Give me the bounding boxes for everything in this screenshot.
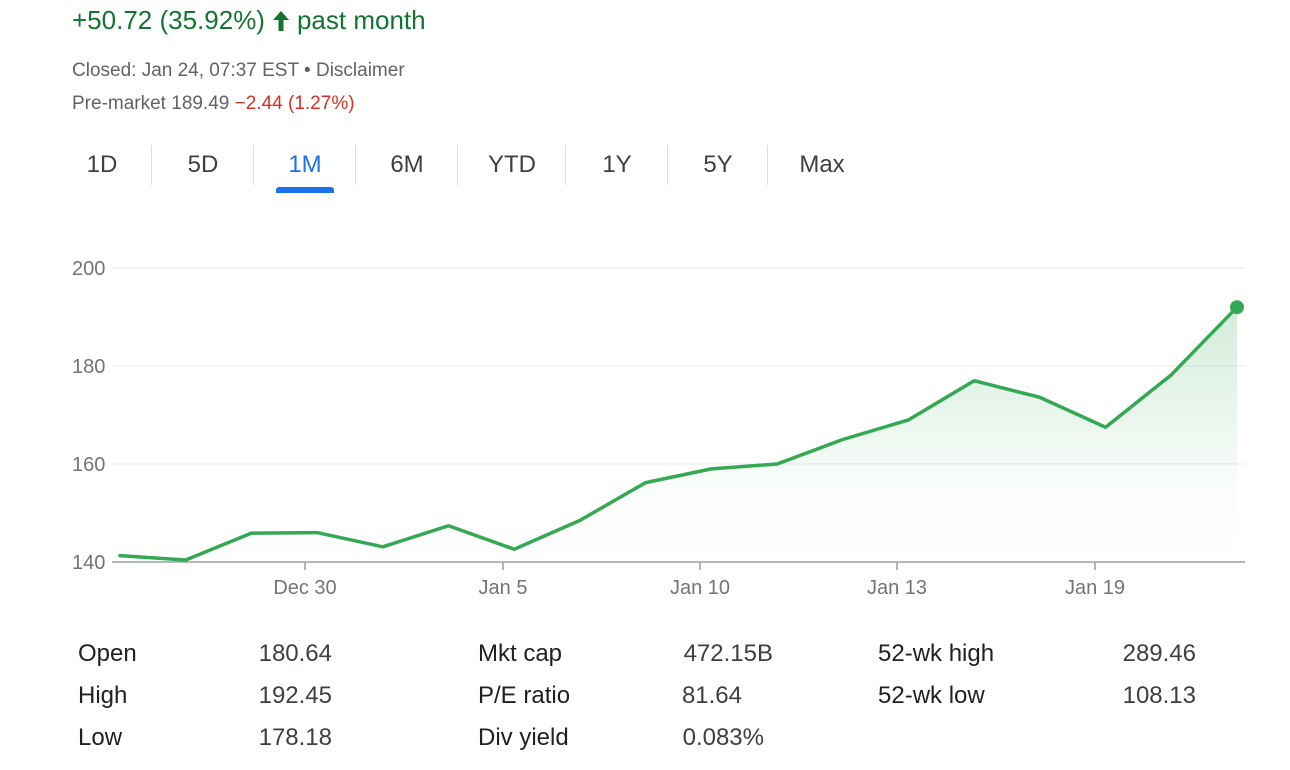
stat-divyield-value: 0.083% <box>682 724 764 751</box>
premarket-change: −2.44 (1.27%) <box>234 93 355 114</box>
price-chart[interactable]: 200 180 160 140 Dec 30 Jan 5 Jan 10 Jan 13 Jan 1… <box>0 240 1290 610</box>
price-change-headline: +50.72 (35.92%) past month <box>72 5 426 36</box>
closed-time: Closed: Jan 24, 07:37 EST <box>72 60 299 81</box>
premarket-price: 189.49 <box>171 93 230 114</box>
range-tabs: 1D 5D 1M 6M YTD 1Y 5Y Max <box>52 143 876 193</box>
tab-max[interactable]: Max <box>768 143 876 187</box>
y-tick-label: 140 <box>72 552 105 574</box>
meta-separator: • <box>304 60 311 81</box>
x-tick-label: Jan 13 <box>867 577 927 599</box>
stat-open-label: Open <box>78 640 137 667</box>
last-price-dot <box>1230 300 1244 315</box>
stat-row-2: High 192.45 P/E ratio 81.64 52-wk low 10… <box>78 682 1238 724</box>
tab-ytd[interactable]: YTD <box>458 143 566 187</box>
tab-label: 1M <box>288 151 322 178</box>
close-info: Closed: Jan 24, 07:37 EST • Disclaimer <box>72 60 405 82</box>
tab-1d[interactable]: 1D <box>52 143 152 187</box>
tab-label: 5Y <box>703 151 733 178</box>
tab-label: YTD <box>488 151 536 178</box>
stat-52wk-low-value: 108.13 <box>1122 682 1196 709</box>
stat-pe-label: P/E ratio <box>478 682 571 709</box>
premarket-info: Pre-market 189.49 −2.44 (1.27%) <box>72 93 355 115</box>
stat-52wk-high-label: 52-wk high <box>878 640 995 667</box>
area-fill <box>120 307 1237 562</box>
x-tick-label: Dec 30 <box>273 577 336 599</box>
stat-pe-value: 81.64 <box>681 682 742 709</box>
disclaimer-link[interactable]: Disclaimer <box>315 60 405 81</box>
x-tick-label: Jan 19 <box>1065 577 1125 599</box>
arrow-up-icon <box>272 10 289 31</box>
stat-mktcap-value: 472.15B <box>683 640 773 667</box>
price-change-period: past month <box>296 5 426 35</box>
stat-high-label: High <box>78 682 128 709</box>
stat-open-value: 180.64 <box>258 640 332 667</box>
y-tick-label: 180 <box>72 356 105 378</box>
stat-row-1: Open 180.64 Mkt cap 472.15B 52-wk high 2… <box>78 640 1238 682</box>
x-tick-label: Jan 5 <box>479 577 528 599</box>
tab-6m[interactable]: 6M <box>356 143 458 187</box>
price-line <box>118 305 1239 562</box>
tab-1y[interactable]: 1Y <box>566 143 668 187</box>
stat-52wk-low-label: 52-wk low <box>878 682 985 709</box>
y-tick-label: 160 <box>72 454 105 476</box>
key-stats: Open 180.64 Mkt cap 472.15B 52-wk high 2… <box>78 640 1238 766</box>
stat-low-label: Low <box>78 724 123 751</box>
tab-5d[interactable]: 5D <box>152 143 254 187</box>
active-tab-indicator <box>276 187 334 193</box>
stat-high-value: 192.45 <box>258 682 332 709</box>
tab-label: 5D <box>187 151 219 178</box>
y-tick-label: 200 <box>72 258 105 280</box>
tab-label: 6M <box>390 151 424 178</box>
price-change-value: +50.72 (35.92%) <box>72 5 265 35</box>
stat-52wk-high-value: 289.46 <box>1122 640 1196 667</box>
tab-label: 1D <box>86 151 118 178</box>
x-tick-label: Jan 10 <box>670 577 730 599</box>
stat-low-value: 178.18 <box>258 724 332 751</box>
stat-mktcap-label: Mkt cap <box>478 640 563 667</box>
stat-divyield-label: Div yield <box>478 724 569 751</box>
tab-label: Max <box>799 151 845 178</box>
tab-5y[interactable]: 5Y <box>668 143 768 187</box>
stat-row-3: Low 178.18 Div yield 0.083% <box>78 724 1238 766</box>
premarket-label: Pre-market <box>72 93 166 114</box>
tab-1m[interactable]: 1M <box>254 143 356 193</box>
tab-label: 1Y <box>602 151 632 178</box>
